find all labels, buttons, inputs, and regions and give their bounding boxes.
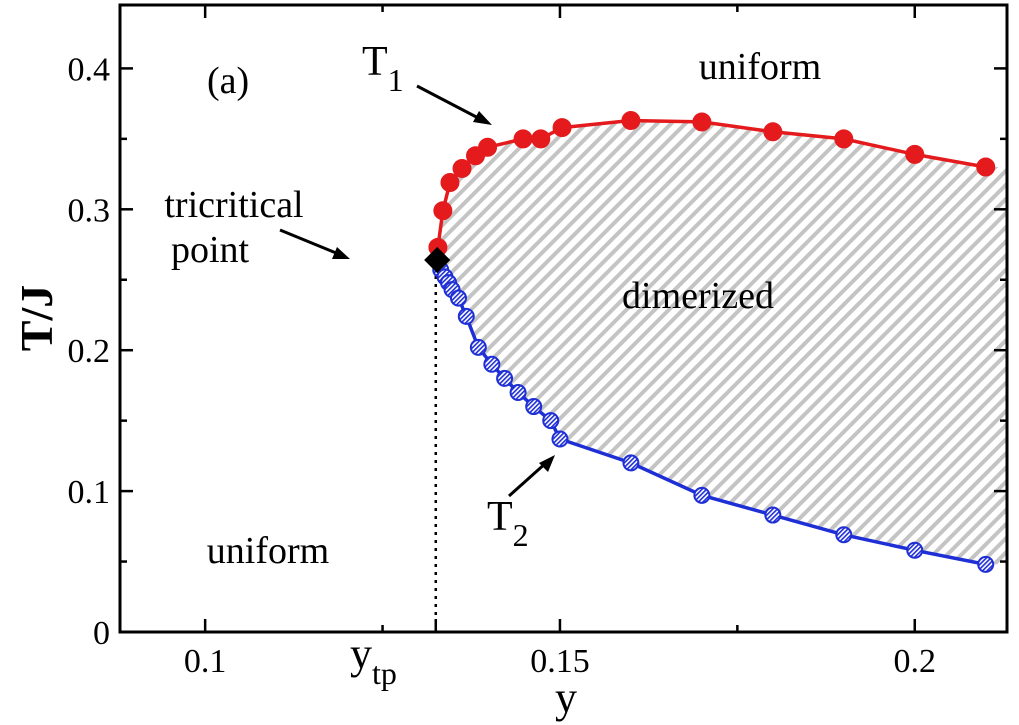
t1-label-main: T — [362, 39, 388, 85]
t2-point — [449, 289, 467, 307]
t1-point — [531, 129, 551, 149]
t1-point — [621, 111, 641, 131]
tricritical-arrowhead — [332, 247, 350, 259]
t1-point — [478, 137, 498, 157]
t1-point — [692, 112, 712, 132]
t1-point — [433, 201, 453, 221]
t1-point — [440, 173, 460, 193]
t1-point — [976, 157, 996, 177]
t2-point — [525, 398, 543, 416]
ytp-label: ytp — [350, 629, 397, 691]
t2-arrow — [507, 460, 549, 498]
t2-point — [509, 383, 527, 401]
t2-point — [496, 369, 514, 387]
dimerized-region — [437, 120, 1007, 565]
plot-frame — [118, 3, 1009, 634]
x-tick-label: 0.1 — [184, 643, 227, 680]
axis-ticks — [120, 5, 1007, 634]
t2-point — [693, 486, 711, 504]
x-tick-label: 0.15 — [530, 643, 590, 680]
t2-point — [551, 430, 569, 448]
ytp-label-main: y — [350, 629, 372, 678]
region-uniform-bottom: uniform — [207, 530, 329, 572]
t2-point — [977, 555, 995, 573]
annotation-arrows — [279, 84, 555, 498]
t2-point — [906, 541, 924, 559]
t2-point — [457, 307, 475, 325]
series-markers — [424, 111, 996, 573]
axis-tick-labels: 0.1 0.15 0.2 0 0.1 0.2 0.3 0.4 — [68, 51, 937, 680]
y-tick-label: 0.2 — [68, 333, 111, 370]
t2-point — [469, 338, 487, 356]
region-dimerized: dimerized — [622, 275, 774, 317]
t1-point — [763, 122, 783, 142]
panel-label: (a) — [207, 60, 249, 102]
tricritical-label-line2: point — [171, 229, 250, 271]
t2-label-main: T — [487, 494, 513, 540]
t2-series-label: T2 — [487, 494, 529, 553]
t1-arrowhead — [473, 111, 492, 125]
t2-point — [542, 412, 560, 430]
tricritical-arrow — [279, 228, 342, 257]
ytp-label-sub: tp — [372, 655, 397, 691]
t2-point — [835, 526, 853, 544]
tricritical-point-marker — [424, 246, 451, 274]
t1-series-label: T1 — [362, 39, 404, 98]
y-tick-label: 0.4 — [68, 51, 111, 88]
dimerized-hatch — [437, 120, 1007, 565]
region-uniform-top: uniform — [699, 46, 821, 88]
tricritical-label-line1: tricritical — [164, 184, 303, 226]
t1-arrow — [416, 84, 485, 123]
x-axis-label: y — [555, 673, 577, 722]
t1-label-sub: 1 — [388, 62, 404, 98]
t1-point — [834, 129, 854, 149]
t2-label-sub: 2 — [513, 517, 529, 553]
t2-point — [483, 355, 501, 373]
t2-point — [622, 454, 640, 472]
y-axis-label: T/J — [11, 285, 62, 351]
t1-point — [513, 129, 533, 149]
t2-arrowhead — [539, 455, 555, 472]
y-tick-label: 0.3 — [68, 192, 111, 229]
t2-point — [764, 506, 782, 524]
x-tick-label: 0.2 — [894, 643, 937, 680]
t1-point — [905, 144, 925, 164]
y-tick-label: 0.1 — [68, 474, 111, 511]
y-tick-label: 0 — [93, 615, 110, 652]
t1-point — [552, 118, 572, 138]
t1-point — [452, 158, 472, 178]
